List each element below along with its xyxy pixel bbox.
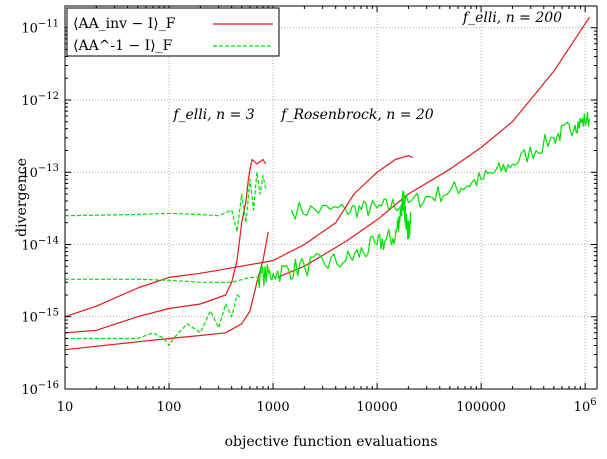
x-axis-label: objective function evaluations xyxy=(225,434,438,450)
y-tick-label: 10−11 xyxy=(21,19,59,37)
red-series-rosenbrock-20 xyxy=(64,155,413,318)
y-tick-label: 10−16 xyxy=(21,380,59,398)
x-tick-label: 10000 xyxy=(356,400,397,415)
green-series-rosenbrock-20 xyxy=(65,276,257,283)
green-series-elli-3 xyxy=(64,171,267,233)
x-tick-label: 10 xyxy=(57,400,74,415)
plot-frame xyxy=(64,5,598,390)
red-series-elli-200 xyxy=(277,16,590,278)
annotation-label: f_elli, n = 200 xyxy=(462,10,562,26)
annotation-label: f_elli, n = 3 xyxy=(172,107,254,123)
green-series-elli-3 xyxy=(65,294,243,347)
y-tick-label: 10−15 xyxy=(21,308,59,326)
annotations: f_elli, n = 200 f_elli, n = 3 f_Rosenbrock… xyxy=(172,10,562,123)
series-group xyxy=(64,16,591,351)
annotation-label: f_Rosenbrock, n = 20 xyxy=(280,107,434,123)
axis-ticks: 10 100 1000 10000 100000 106 10−16 10−15 10−14 10… xyxy=(21,6,597,415)
x-tick-label: 100000 xyxy=(456,400,506,415)
y-tick-label: 10−13 xyxy=(21,163,59,181)
legend-label: ⟨AA_inv − I⟩_F xyxy=(73,16,176,32)
grid xyxy=(65,6,597,390)
y-axis-label: divergence xyxy=(14,158,30,237)
green-series-elli-200 xyxy=(290,111,591,220)
x-tick-label: 106 xyxy=(574,397,597,415)
legend-label: ⟨AA^-1 − I⟩_F xyxy=(73,38,173,54)
x-tick-label: 100 xyxy=(157,400,182,415)
x-tick-label: 1000 xyxy=(257,400,290,415)
red-series-elli-3 xyxy=(64,158,267,334)
legend: ⟨AA_inv − I⟩_F ⟨AA^-1 − I⟩_F xyxy=(66,7,280,57)
legend-box xyxy=(66,7,280,57)
green-series-rosenbrock-20 xyxy=(256,190,412,289)
y-tick-label: 10−14 xyxy=(21,235,59,253)
y-tick-label: 10−12 xyxy=(21,91,59,109)
